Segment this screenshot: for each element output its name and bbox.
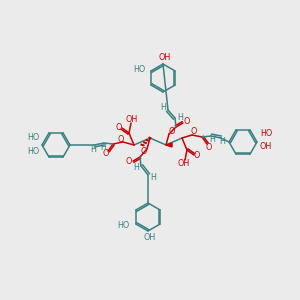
Text: H: H [90,145,96,154]
Text: OH: OH [126,116,138,124]
Polygon shape [166,143,172,147]
Text: HO: HO [260,128,272,137]
Text: O: O [126,158,132,166]
Text: H: H [160,103,166,112]
Text: O: O [169,128,175,136]
Text: OH: OH [178,158,190,167]
Text: O: O [194,152,200,160]
Text: OH: OH [260,142,272,151]
Text: HO: HO [27,148,39,157]
Text: HO: HO [133,64,145,74]
Text: OH: OH [143,233,155,242]
Text: O: O [116,122,122,131]
Text: H: H [177,112,183,122]
Text: H: H [133,164,139,172]
Text: O: O [206,142,212,152]
Text: O: O [118,134,124,143]
Text: OH: OH [158,52,170,62]
Text: O: O [103,149,109,158]
Text: H: H [100,142,106,152]
Text: O: O [184,118,190,127]
Text: HO: HO [27,134,39,142]
Text: H: H [219,137,225,146]
Text: HO: HO [118,221,130,230]
Text: H: H [150,172,156,182]
Text: O: O [141,146,147,155]
Text: H: H [209,136,215,145]
Text: O: O [191,128,197,136]
